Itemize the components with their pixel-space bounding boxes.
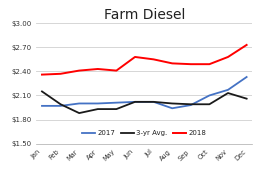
Line: 3-yr Avg.: 3-yr Avg. (42, 91, 247, 113)
Legend: 2017, 3-yr Avg., 2018: 2017, 3-yr Avg., 2018 (80, 127, 209, 139)
Line: 2017: 2017 (42, 77, 247, 108)
3-yr Avg. (96, 108, 99, 110)
2018 (189, 63, 192, 65)
Title: Farm Diesel: Farm Diesel (104, 8, 185, 22)
2017 (226, 89, 230, 91)
2017 (115, 101, 118, 104)
2018 (133, 56, 136, 58)
2018 (245, 44, 248, 46)
2017 (96, 102, 99, 105)
2018 (115, 69, 118, 72)
3-yr Avg. (208, 103, 211, 105)
3-yr Avg. (152, 101, 155, 103)
2017 (40, 105, 43, 107)
3-yr Avg. (78, 112, 81, 114)
2017 (133, 101, 136, 103)
2017 (245, 76, 248, 78)
3-yr Avg. (40, 90, 43, 93)
2017 (171, 107, 174, 109)
2018 (171, 62, 174, 65)
2017 (59, 105, 62, 107)
2018 (59, 73, 62, 75)
3-yr Avg. (245, 98, 248, 100)
3-yr Avg. (226, 92, 230, 94)
2018 (96, 68, 99, 70)
2017 (152, 101, 155, 103)
3-yr Avg. (133, 101, 136, 103)
2018 (152, 58, 155, 61)
2018 (40, 74, 43, 76)
3-yr Avg. (171, 102, 174, 105)
2017 (189, 104, 192, 106)
3-yr Avg. (189, 103, 192, 105)
Line: 2018: 2018 (42, 45, 247, 75)
2018 (78, 69, 81, 72)
3-yr Avg. (59, 103, 62, 105)
2018 (226, 56, 230, 58)
3-yr Avg. (115, 108, 118, 110)
2018 (208, 63, 211, 65)
2017 (208, 94, 211, 97)
2017 (78, 102, 81, 105)
